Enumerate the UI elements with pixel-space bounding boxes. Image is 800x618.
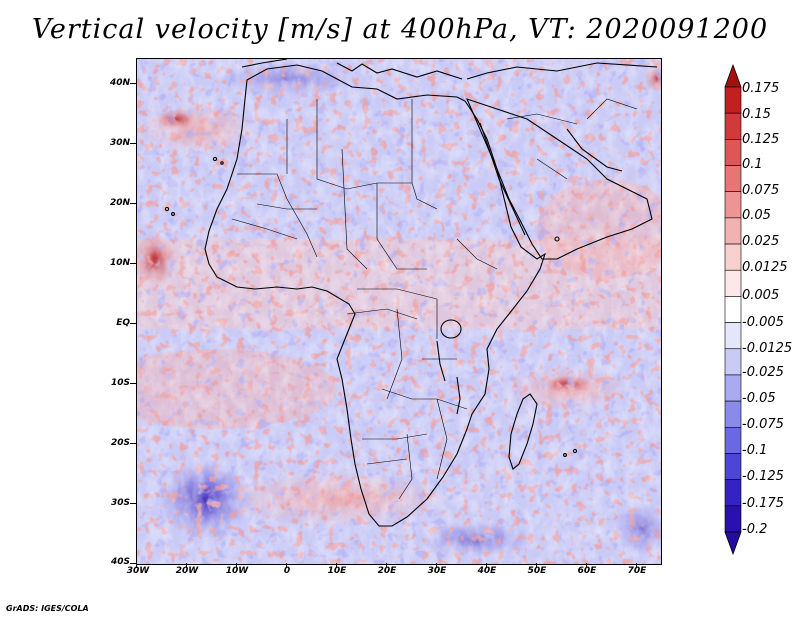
colorbar-swatch [724, 296, 742, 323]
lon-tick [586, 563, 587, 568]
lon-tick [286, 563, 287, 568]
lon-label: 50E [527, 566, 547, 576]
colorbar-swatch [724, 191, 742, 219]
colorbar-swatch [724, 243, 742, 271]
colorbar-swatch [724, 426, 742, 454]
colorbar-swatch [724, 374, 742, 402]
colorbar-swatch [724, 348, 742, 376]
colorbar-level-label: 0.075 [742, 183, 780, 198]
lon-label: 30W [126, 566, 150, 576]
lon-tick [136, 563, 137, 568]
lat-tick [130, 443, 136, 444]
lat-tick [130, 263, 136, 264]
lon-tick [636, 563, 637, 568]
colorbar-level-label: 0.175 [742, 81, 780, 96]
colorbar-swatch [724, 139, 742, 166]
colorbar-level-label: -0.05 [742, 391, 776, 406]
colorbar-level-label: 0.005 [742, 288, 780, 303]
colorbar-max-arrow [724, 63, 742, 88]
colorbar-swatch [724, 400, 742, 428]
lat-label: 10N [109, 258, 130, 268]
colorbar-min-arrow [724, 531, 742, 556]
colorbar-swatch [724, 505, 742, 533]
coastlines [164, 59, 658, 527]
colorbar-swatch [724, 86, 742, 114]
colorbar-swatch [724, 269, 742, 297]
colorbar-level-label: 0.15 [742, 107, 771, 122]
lat-label: 20S [110, 438, 130, 448]
lon-tick [436, 563, 437, 568]
lat-tick [130, 203, 136, 204]
lon-tick [186, 563, 187, 568]
lon-tick [236, 563, 237, 568]
lon-tick [336, 563, 337, 568]
africa-coastline [204, 64, 547, 527]
lon-tick [486, 563, 487, 568]
colorbar-level-label: 0.1 [742, 157, 763, 172]
colorbar-level-label: -0.0125 [742, 341, 793, 356]
colorbar-level-label: 0.125 [742, 132, 780, 147]
arabia-coastline [466, 98, 653, 260]
lon-label: 10E [327, 566, 347, 576]
colorbar-level-label: 0.0125 [742, 260, 788, 275]
lat-tick [130, 503, 136, 504]
lon-label: 20W [175, 566, 199, 576]
lat-label: 30S [110, 498, 130, 508]
lon-label: 30E [427, 566, 447, 576]
footer-credit: GrADS: IGES/COLA [6, 604, 89, 613]
colorbar-swatch [724, 112, 742, 140]
colorbar-level-label: -0.025 [742, 365, 784, 380]
chart-title: Vertical velocity [m/s] at 400hPa, VT: 2… [31, 14, 769, 45]
lon-tick [536, 563, 537, 568]
lon-label: 10W [225, 566, 249, 576]
colorbar [724, 63, 742, 556]
colorbar-swatch [724, 165, 742, 193]
lat-tick [130, 563, 136, 564]
colorbar-level-label: -0.125 [742, 469, 784, 484]
lon-label: 60E [577, 566, 597, 576]
lat-tick [130, 323, 136, 324]
colorbar-swatch [724, 217, 742, 245]
lat-tick [130, 383, 136, 384]
colorbar-level-label: 0.05 [742, 208, 771, 223]
lat-label: 40S [110, 557, 130, 567]
colorbar-level-label: -0.005 [742, 315, 784, 330]
colorbar-level-label: -0.2 [742, 522, 768, 537]
country-borders [231, 98, 638, 500]
lat-tick [130, 83, 136, 84]
lat-label: 40N [109, 78, 130, 88]
lat-label: 20N [109, 198, 130, 208]
lat-label: EQ [116, 318, 130, 328]
lon-tick [386, 563, 387, 568]
colorbar-level-label: 0.025 [742, 234, 780, 249]
lat-label: 10S [110, 378, 130, 388]
lon-label: 70E [627, 566, 647, 576]
map-svg [137, 59, 661, 564]
lon-label: 0 [283, 566, 291, 576]
map-panel [136, 58, 662, 565]
madagascar-coastline [508, 393, 538, 470]
lat-label: 30N [109, 138, 130, 148]
lon-label: 20E [377, 566, 397, 576]
colorbar-level-label: -0.075 [742, 417, 784, 432]
lon-label: 40E [477, 566, 497, 576]
colorbar-swatch [724, 479, 742, 507]
colorbar-swatch [724, 453, 742, 480]
colorbar-level-label: -0.1 [742, 443, 768, 458]
colorbar-level-label: -0.175 [742, 496, 784, 511]
colorbar-swatch [724, 322, 742, 350]
lat-tick [130, 143, 136, 144]
